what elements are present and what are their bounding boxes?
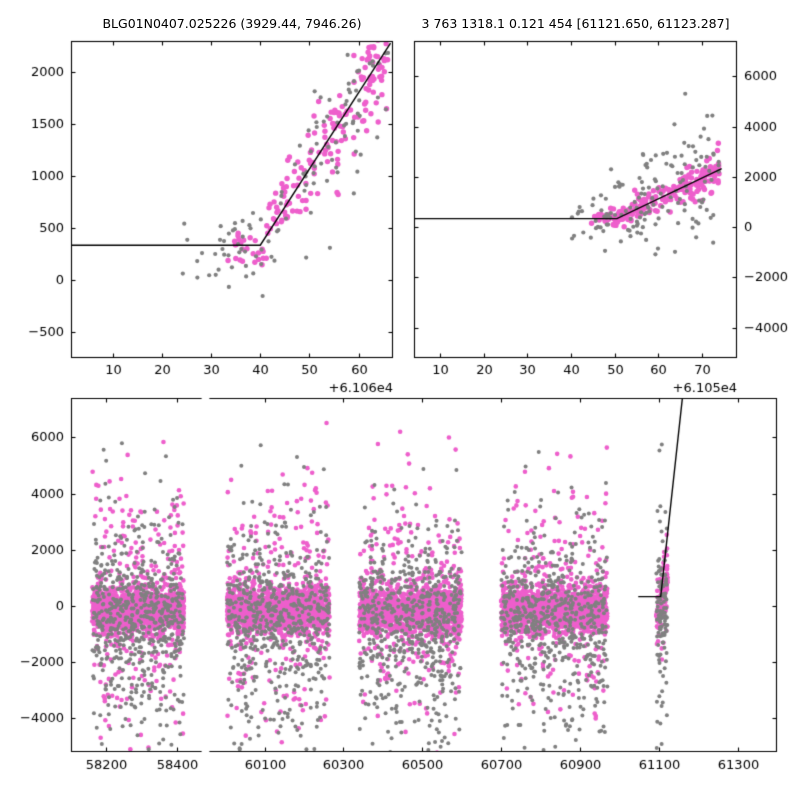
panel-title-left: BLG01N0407.025226 (3929.44, 7946.26) [102,16,362,31]
panel-title-right: 3 763 1318.1 0.121 454 [61121.650, 61123… [421,16,730,31]
